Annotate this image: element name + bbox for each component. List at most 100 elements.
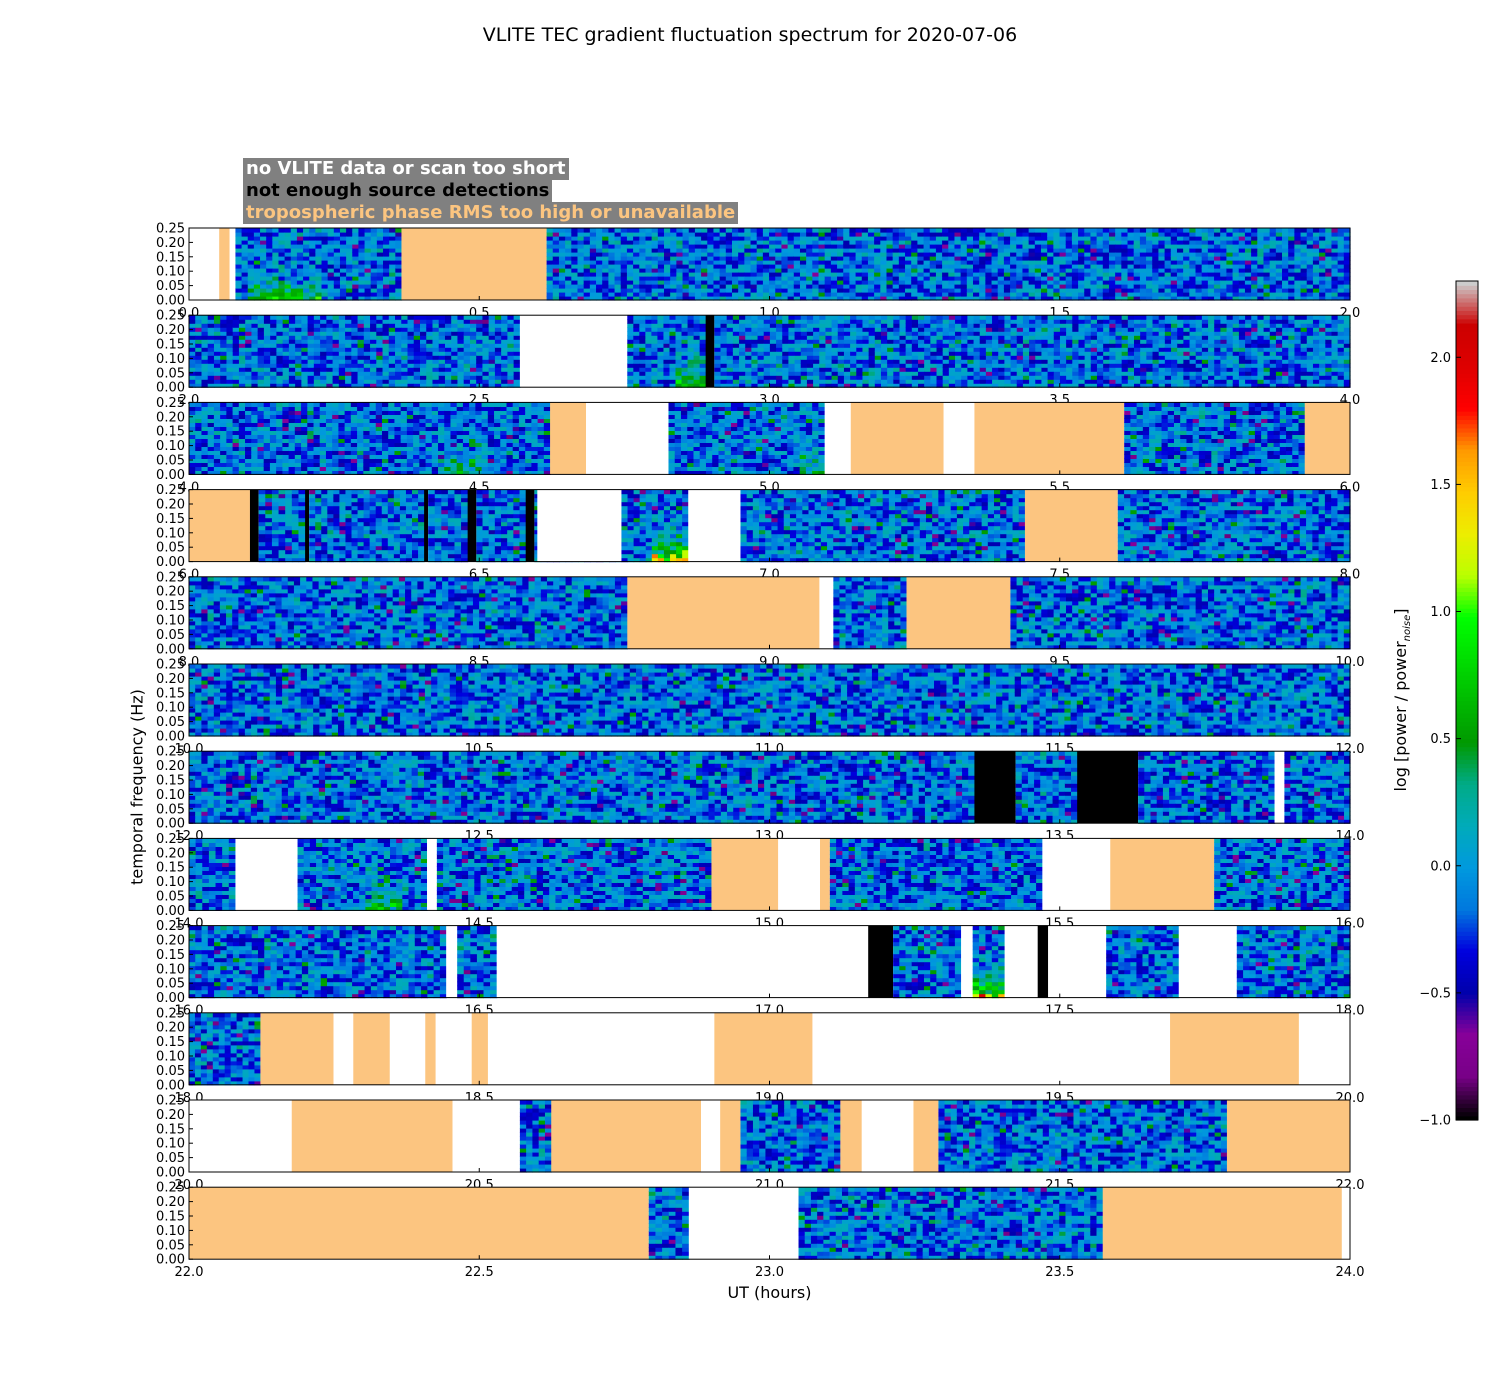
spectrum-cell: [1288, 292, 1295, 297]
spectrum-cell: [800, 351, 808, 356]
spectrum-cell: [775, 236, 783, 241]
spectrum-cell: [253, 296, 261, 301]
spectrum-cell: [1084, 268, 1092, 273]
spectrum-cell: [732, 319, 740, 324]
spectrum-cell: [1029, 383, 1036, 388]
spectrum-cell: [376, 339, 384, 344]
spectrum-cell: [278, 240, 286, 245]
spectrum-cell: [918, 363, 925, 368]
spectrum-cell: [868, 355, 876, 360]
spectrum-cell: [967, 359, 975, 364]
spectrum-cell: [911, 351, 919, 356]
spectrum-cell: [856, 383, 864, 388]
spectrum-cell: [856, 339, 864, 344]
spectrum-cell: [929, 292, 937, 297]
spectrum-cell: [1084, 228, 1092, 233]
spectrum-cell: [651, 268, 659, 273]
spectrum-cell: [750, 280, 758, 285]
spectrum-cell: [608, 236, 616, 241]
spectrum-cell: [781, 280, 789, 285]
spectrum-cell: [998, 335, 1005, 340]
spectrum-cell: [874, 244, 881, 249]
spectrum-cell: [843, 244, 851, 249]
spectrum-cell: [1251, 260, 1258, 265]
spectrum-cell: [382, 379, 390, 384]
spectrum-cell: [482, 351, 490, 356]
spectrum-cell: [546, 244, 554, 249]
spectrum-cell: [494, 359, 502, 364]
spectrum-cell: [813, 339, 820, 344]
spectrum-cell: [769, 232, 776, 237]
spectrum-cell: [966, 280, 974, 285]
spectrum-cell: [1022, 347, 1030, 352]
spectrum-cell: [979, 244, 986, 249]
spectrum-cell: [973, 244, 980, 249]
spectrum-cell: [942, 319, 950, 324]
spectrum-cell: [688, 264, 696, 269]
spectrum-cell: [787, 236, 795, 241]
spectrum-cell: [352, 228, 360, 233]
spectrum-cell: [1152, 276, 1160, 281]
spectrum-cell: [663, 319, 671, 324]
spectrum-cell: [763, 339, 771, 344]
spectrum-cell: [1306, 280, 1314, 285]
spectrum-cell: [303, 232, 310, 237]
spectrum-cell: [694, 256, 702, 261]
spectrum-cell: [633, 383, 640, 388]
spectrum-cell: [830, 268, 838, 273]
spectrum-cell: [1189, 260, 1197, 265]
spectrum-cell: [923, 240, 931, 245]
spectrum-cell: [284, 256, 292, 261]
spectrum-cell: [979, 343, 987, 348]
spectrum-cell: [1108, 284, 1116, 289]
spectrum-cell: [1127, 280, 1135, 285]
spectrum-cell: [676, 232, 684, 237]
spectrum-cell: [1010, 292, 1017, 297]
spectrum-cell: [687, 335, 695, 340]
spectrum-cell: [979, 347, 987, 352]
spectrum-cell: [775, 252, 783, 257]
spectrum-cell: [1294, 276, 1302, 281]
spectrum-cell: [781, 240, 789, 245]
spectrum-cell: [339, 252, 347, 257]
spectrum-cell: [1028, 232, 1036, 237]
spectrum-cell: [707, 280, 715, 285]
spectrum-cell: [687, 319, 695, 324]
spectrum-cell: [824, 264, 832, 269]
spectrum-cell: [276, 319, 284, 324]
spectrum-cell: [1139, 240, 1147, 245]
spectrum-cell: [855, 244, 863, 249]
spectrum-cell: [288, 327, 296, 332]
spectrum-cell: [501, 347, 508, 352]
spectrum-cell: [1084, 272, 1092, 277]
spectrum-cell: [893, 367, 901, 372]
spectrum-cell: [263, 343, 271, 348]
spectrum-cell: [1139, 292, 1147, 297]
spectrum-cell: [1319, 280, 1326, 285]
spectrum-cell: [339, 248, 347, 253]
spectrum-cell: [1096, 264, 1104, 269]
spectrum-cell: [905, 240, 912, 245]
spectrum-cell: [1251, 256, 1258, 261]
spectrum-cell: [376, 292, 384, 297]
spectrum-cell: [307, 331, 315, 336]
spectrum-cell: [195, 367, 203, 372]
spectrum-cell: [973, 315, 981, 320]
spectrum-cell: [960, 292, 968, 297]
spectrum-cell: [451, 339, 459, 344]
spectrum-cell: [880, 319, 888, 324]
spectrum-cell: [905, 256, 912, 261]
spectrum-cell: [1139, 232, 1147, 237]
spectrum-cell: [389, 236, 396, 241]
spectrum-cell: [290, 272, 298, 277]
spectrum-cell: [960, 240, 968, 245]
spectrum-cell: [973, 335, 981, 340]
spectrum-cell: [370, 351, 377, 356]
spectrum-cell: [1029, 335, 1036, 340]
spectrum-cell: [301, 319, 309, 324]
spectrum-cell: [1065, 256, 1073, 261]
spectrum-cell: [1004, 367, 1012, 372]
spectrum-cell: [1028, 248, 1036, 253]
spectrum-cell: [627, 319, 634, 324]
spectrum-cell: [1164, 248, 1172, 253]
